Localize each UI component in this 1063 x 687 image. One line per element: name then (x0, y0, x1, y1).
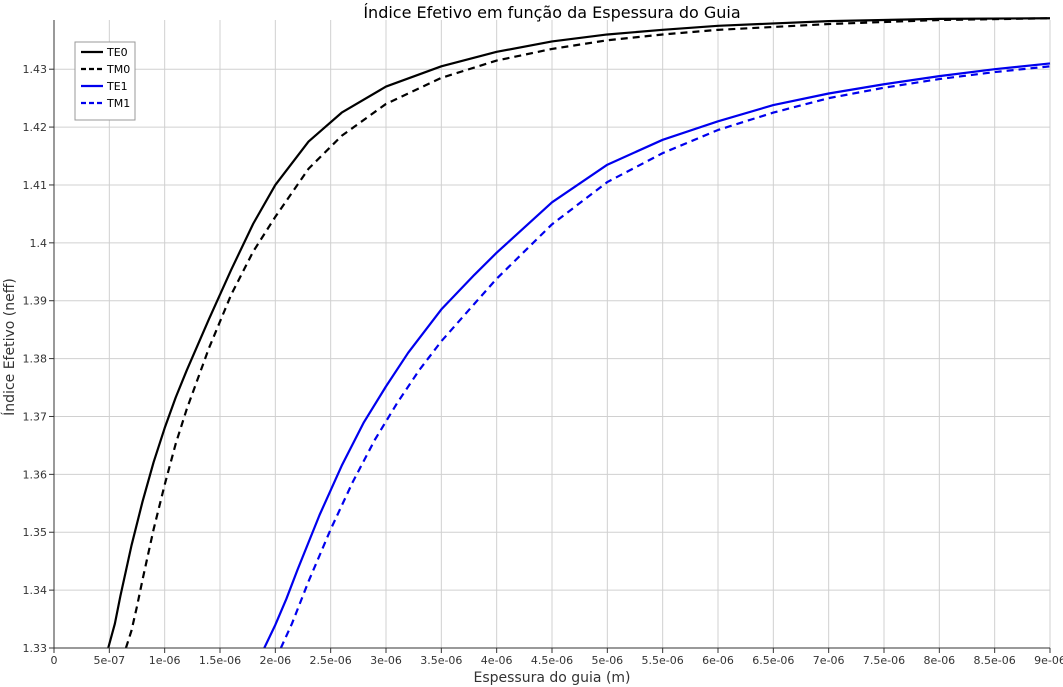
legend-label-tm1: TM1 (106, 97, 130, 110)
x-tick-label: 3.5e-06 (420, 654, 462, 667)
x-tick-label: 7e-06 (813, 654, 845, 667)
y-tick-label: 1.36 (23, 468, 48, 481)
x-tick-label: 8e-06 (923, 654, 955, 667)
y-tick-label: 1.37 (23, 410, 48, 423)
x-tick-label: 2.5e-06 (310, 654, 352, 667)
x-tick-label: 6.5e-06 (752, 654, 794, 667)
y-tick-label: 1.35 (23, 526, 48, 539)
x-tick-label: 3e-06 (370, 654, 402, 667)
series-line-te1 (263, 62, 1051, 649)
x-tick-label: 0 (51, 654, 58, 667)
x-tick-label: 5e-07 (93, 654, 125, 667)
series-line-te0 (107, 17, 1051, 649)
grid (53, 20, 1051, 649)
x-tick-label: 9e-06 (1034, 654, 1063, 667)
x-tick-label: 2e-06 (259, 654, 291, 667)
legend-label-tm0: TM0 (106, 63, 130, 76)
x-tick-label: 4.5e-06 (531, 654, 573, 667)
series-line-tm1 (279, 65, 1051, 649)
series-line-tm0 (124, 17, 1051, 649)
x-axis-label: Espessura do guia (m) (473, 670, 630, 686)
y-tick-label: 1.38 (23, 353, 48, 366)
x-tick-label: 6e-06 (702, 654, 734, 667)
y-tick-label: 1.41 (23, 179, 48, 192)
series-lines (107, 17, 1051, 649)
y-tick-label: 1.39 (23, 295, 48, 308)
y-tick-label: 1.4 (30, 237, 48, 250)
x-tick-label: 5e-06 (591, 654, 623, 667)
y-tick-label: 1.42 (23, 121, 48, 134)
y-axis-label: Índice Efetivo (neff) (1, 278, 18, 416)
x-tick-label: 4e-06 (481, 654, 513, 667)
y-tick-label: 1.34 (23, 584, 48, 597)
y-tick-label: 1.33 (23, 642, 48, 655)
tick-labels: 0 5e-07 1e-06 1.5e-06 2e-06 2.5e-06 3e-06 3.5e-… (23, 63, 1063, 667)
x-tick-label: 1.5e-06 (199, 654, 241, 667)
x-tick-label: 1e-06 (149, 654, 181, 667)
x-tick-label: 5.5e-06 (642, 654, 684, 667)
y-tick-label: 1.43 (23, 63, 48, 76)
legend-label-te0: TE0 (106, 46, 128, 59)
chart-title: Índice Efetivo em função da Espessura do… (363, 3, 740, 22)
legend-label-te1: TE1 (106, 80, 128, 93)
axes (49, 20, 1051, 653)
x-tick-label: 8.5e-06 (974, 654, 1016, 667)
legend-box (74, 41, 136, 121)
x-tick-label: 7.5e-06 (863, 654, 905, 667)
legend: TE0 TM0 TE1 TM1 (74, 41, 136, 121)
